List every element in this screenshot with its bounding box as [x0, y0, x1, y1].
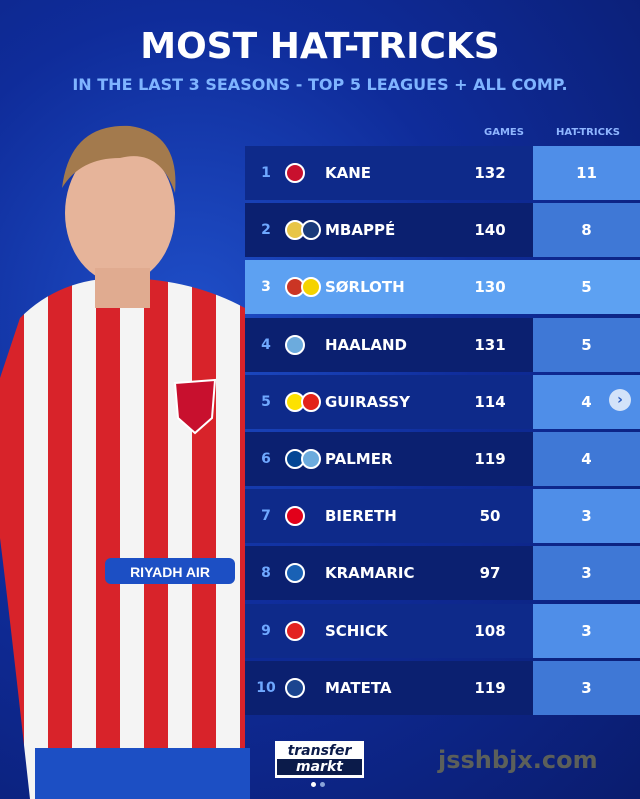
hat-tricks-cell-background	[533, 432, 640, 486]
table-row: 7 BIERETH 50 3	[245, 489, 640, 544]
table-row: 6 PALMER 119 4	[245, 432, 640, 486]
club-crest-icon	[301, 277, 321, 298]
club-crest-icons	[285, 220, 321, 241]
player-name: BIERETH	[325, 507, 397, 526]
games-value: 50	[479, 507, 501, 526]
rank: 1	[261, 165, 271, 181]
rank: 10	[256, 679, 276, 696]
table-row: 1 KANE 132 11	[245, 146, 640, 200]
player-photo: RIYADH AIR	[0, 125, 250, 799]
hat-tricks-cell-background	[533, 317, 640, 372]
player-name: MBAPPÉ	[325, 221, 396, 240]
club-crest-icon	[285, 677, 305, 698]
hat-tricks-cell-background	[533, 203, 640, 258]
player-name: SCHICK	[325, 621, 388, 640]
next-slide-button[interactable]: ›	[609, 389, 631, 411]
table-row: 4 HAALAND 131 5	[245, 317, 640, 372]
player-name: KRAMARIC	[325, 564, 415, 583]
games-value: 97	[479, 564, 501, 583]
page-title: MOST HAT-TRICKS	[140, 26, 500, 67]
hat-tricks-value: 4	[581, 392, 592, 411]
page-subtitle: IN THE LAST 3 SEASONS - TOP 5 LEAGUES + …	[72, 75, 568, 94]
club-crest-icons	[285, 506, 305, 527]
svg-text:RIYADH AIR: RIYADH AIR	[130, 564, 210, 580]
club-crest-icon	[285, 563, 305, 584]
club-crest-icons	[285, 163, 305, 183]
table-row: 2 MBAPPÉ 140 8	[245, 203, 640, 258]
watermark: jsshbjx.com	[438, 746, 598, 774]
club-crest-icon	[285, 620, 305, 641]
chevron-right-icon: ›	[617, 392, 623, 408]
hat-tricks-value: 3	[581, 507, 592, 526]
hat-tricks-value: 3	[581, 621, 592, 640]
hat-tricks-value: 5	[581, 335, 592, 354]
player-name: MATETA	[325, 678, 392, 697]
hat-tricks-value: 5	[581, 278, 592, 297]
games-value: 132	[474, 164, 506, 182]
table-row: 9 SCHICK 108 3	[245, 603, 640, 658]
games-value: 131	[474, 335, 506, 354]
hat-tricks-value: 3	[581, 678, 592, 697]
rank: 5	[261, 393, 271, 410]
logo-line1: transfer	[287, 743, 352, 759]
slide-dot[interactable]	[320, 782, 325, 787]
transfermarkt-logo: transfer markt	[275, 741, 364, 778]
hat-tricks-value: 3	[581, 564, 592, 583]
club-crest-icons	[285, 449, 321, 469]
club-crest-icons	[285, 620, 305, 641]
slide-indicator[interactable]	[311, 782, 325, 787]
table-row: 10 MATETA 119 3	[245, 660, 640, 715]
slide-dot[interactable]	[311, 782, 316, 787]
hat-tricks-cell-background	[533, 146, 640, 200]
games-value: 130	[474, 278, 506, 297]
rank: 7	[261, 508, 271, 525]
club-crest-icons	[285, 334, 305, 355]
rank: 6	[261, 451, 271, 467]
games-value: 140	[474, 221, 506, 240]
games-value: 119	[474, 450, 506, 468]
games-value: 108	[474, 621, 506, 640]
hat-tricks-cell-background	[533, 260, 640, 315]
games-value: 119	[474, 678, 506, 697]
player-name: GUIRASSY	[325, 392, 411, 411]
hat-tricks-value: 11	[576, 164, 597, 182]
table-row: 5 GUIRASSY 114 4	[245, 374, 640, 429]
hat-tricks-cell-background	[533, 489, 640, 544]
club-crest-icons	[285, 677, 305, 698]
rank: 3	[261, 279, 271, 296]
hat-tricks-cell-background	[533, 660, 640, 715]
rank: 8	[261, 565, 271, 582]
player-name: HAALAND	[325, 335, 407, 354]
hat-tricks-value: 4	[581, 450, 592, 468]
hat-tricks-value: 8	[581, 221, 592, 240]
club-crest-icon	[285, 163, 305, 183]
rank: 2	[261, 222, 271, 239]
club-crest-icons	[285, 277, 321, 298]
club-crest-icon	[301, 391, 321, 412]
games-value: 114	[474, 392, 506, 411]
club-crest-icons	[285, 563, 305, 584]
hat-tricks-cell-background	[533, 546, 640, 601]
club-crest-icon	[285, 506, 305, 527]
rank: 4	[261, 336, 271, 353]
games-column-header: GAMES	[484, 127, 524, 138]
table-row: 8 KRAMARIC 97 3	[245, 546, 640, 601]
hat-tricks-cell-background	[533, 603, 640, 658]
logo-line2: markt	[277, 759, 362, 775]
club-crest-icon	[301, 220, 321, 241]
player-name: SØRLOTH	[325, 278, 405, 297]
club-crest-icons	[285, 391, 321, 412]
club-crest-icon	[301, 449, 321, 469]
player-name: PALMER	[325, 450, 393, 468]
club-crest-icon	[285, 334, 305, 355]
rank: 9	[261, 622, 271, 639]
table-row: 3 SØRLOTH 130 5	[245, 260, 640, 315]
hat-tricks-column-header: HAT-TRICKS	[556, 127, 620, 138]
player-name: KANE	[325, 164, 372, 182]
